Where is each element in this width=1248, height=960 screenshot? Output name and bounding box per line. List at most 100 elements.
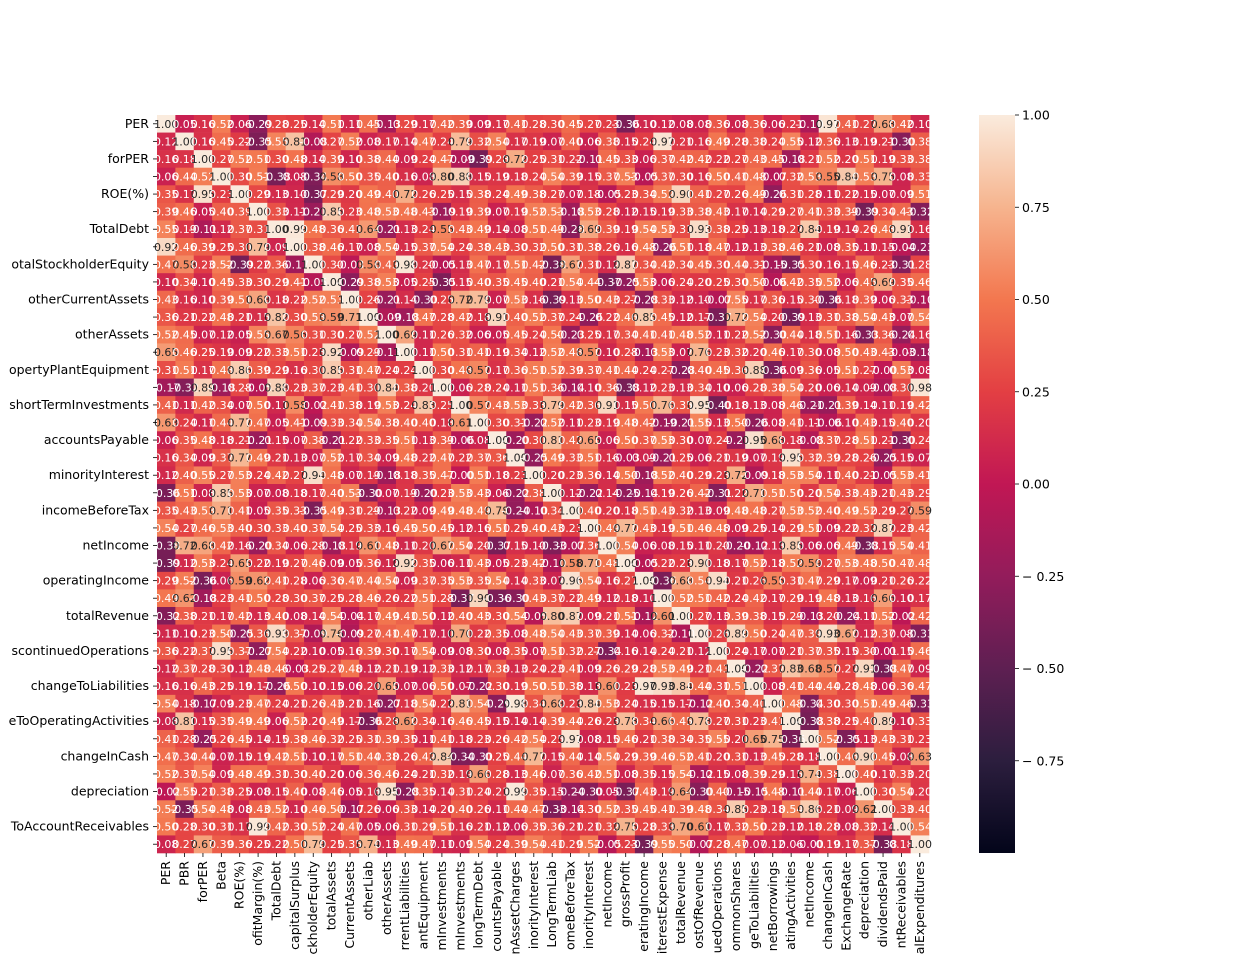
heatmap-cell [561, 167, 581, 186]
heatmap-cell [212, 220, 231, 239]
x-tick-label: dividendsPaid [875, 861, 890, 947]
heatmap-cell [304, 185, 323, 204]
heatmap-annotation: 0.38 [908, 135, 933, 148]
y-tick-label: TotalDebt [89, 221, 149, 236]
heatmap-cell [671, 220, 691, 239]
heatmap-cell [285, 167, 305, 186]
heatmap-cell [726, 202, 746, 221]
heatmap-cell [892, 185, 911, 204]
heatmap-cell [561, 185, 581, 204]
heatmap-cell [193, 220, 213, 239]
heatmap-cell [285, 150, 305, 169]
heatmap-cell [175, 185, 195, 204]
x-tick-label: totalRevenue [673, 861, 688, 944]
heatmap-cell [616, 150, 636, 169]
heatmap-cell [340, 202, 360, 221]
heatmap-cell [304, 167, 323, 186]
heatmap-cell [285, 132, 305, 151]
colorbar-tick-label: − 0.50 [1022, 661, 1064, 676]
heatmap-cell [653, 167, 672, 186]
x-tick-label: netBorrowings [765, 861, 780, 951]
heatmap-annotation: 0.09 [908, 663, 933, 676]
heatmap-cell [359, 167, 378, 186]
colorbar-tick-label: − 0.25 [1022, 569, 1064, 584]
heatmap-cell [598, 220, 617, 239]
heatmap-cell [395, 220, 415, 239]
heatmap-cell [212, 185, 231, 204]
heatmap-cell [634, 220, 654, 239]
heatmap-cell [579, 220, 599, 239]
heatmap-cell [451, 220, 470, 239]
heatmap-annotation: 0.41 [908, 540, 933, 553]
heatmap-cell [671, 185, 691, 204]
colorbar-tick-label: 1.00 [1022, 108, 1050, 123]
heatmap-cell [267, 132, 286, 151]
heatmap-cell [267, 150, 286, 169]
heatmap-cell [432, 185, 452, 204]
heatmap-cell [230, 185, 250, 204]
heatmap-cell [910, 185, 930, 204]
heatmap-cell [837, 185, 856, 204]
heatmap-cell [818, 167, 838, 186]
heatmap-annotation: 0.08 [908, 364, 933, 377]
heatmap-cell [359, 220, 378, 239]
heatmap-cell [671, 167, 691, 186]
heatmap-cell [248, 150, 268, 169]
heatmap-cell [212, 202, 231, 221]
heatmap-cell [340, 150, 360, 169]
heatmap-cell [910, 150, 930, 169]
heatmap-cell [781, 167, 801, 186]
x-tick-label: ommonShares [728, 861, 743, 951]
heatmap-cell [800, 167, 820, 186]
heatmap-annotation: 0.22 [908, 575, 933, 588]
y-tick-label: otalStockholderEquity [11, 256, 149, 271]
heatmap-cell [690, 185, 709, 204]
x-axis-ticks: PER PBR forPER Beta ROE(%) ofitMargin(%) Total… [158, 853, 927, 954]
colorbar-tick-label: 0.00 [1022, 477, 1050, 492]
heatmap-annotation: 0.20 [908, 417, 933, 430]
heatmap-cell [395, 202, 415, 221]
heatmap-cell [598, 115, 617, 133]
heatmap-cell [800, 185, 820, 204]
heatmap-cell [340, 167, 360, 186]
heatmap-cell [781, 132, 801, 151]
heatmap-cell [304, 150, 323, 169]
heatmap-cell [304, 220, 323, 239]
heatmap-cell [322, 115, 342, 133]
heatmap-cell [469, 167, 489, 186]
heatmap-cell [524, 202, 544, 221]
x-tick-label: atingActivities [783, 861, 798, 950]
heatmap-cell [763, 202, 783, 221]
heatmap-cell [818, 132, 838, 151]
heatmap-cell [671, 202, 691, 221]
heatmap-cell [800, 202, 820, 221]
heatmap-cell [653, 132, 672, 151]
heatmap-cell [653, 202, 672, 221]
heatmap-cell [506, 220, 525, 239]
heatmap-cell [248, 220, 268, 239]
x-tick-label: nAssetCharges [507, 861, 522, 954]
heatmap-cell [322, 150, 342, 169]
heatmap-cell [726, 150, 746, 169]
heatmap-cell [395, 167, 415, 186]
heatmap-cell [175, 132, 195, 151]
heatmap-annotation: 0.42 [908, 610, 933, 623]
heatmap-cell [359, 150, 378, 169]
heatmap-cell [708, 202, 728, 221]
heatmap-annotation: 0.42 [908, 522, 933, 535]
heatmap-cell [543, 220, 562, 239]
heatmap-cell [818, 150, 838, 169]
heatmap-cell [561, 202, 581, 221]
x-tick-label: grossProfit [618, 861, 633, 927]
heatmap-cell [322, 185, 342, 204]
heatmap-cell [708, 115, 728, 133]
heatmap-cell [414, 167, 434, 186]
heatmap-cell [634, 167, 654, 186]
heatmap-cell [616, 202, 636, 221]
heatmap-cell [671, 115, 691, 133]
heatmap-cell [469, 220, 489, 239]
x-tick-label: netIncome [599, 861, 614, 928]
heatmap-cell [175, 220, 195, 239]
heatmap-cell [653, 185, 672, 204]
